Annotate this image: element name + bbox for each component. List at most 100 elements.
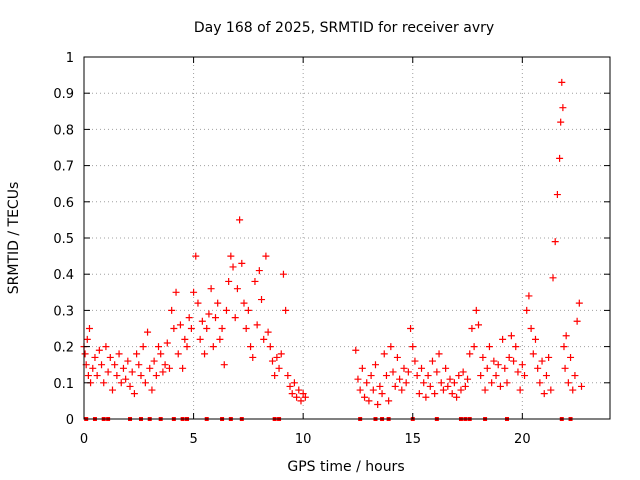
data-point <box>561 364 569 372</box>
data-point <box>293 393 301 401</box>
data-point <box>185 314 193 322</box>
data-point <box>551 238 559 246</box>
data-point <box>130 390 138 398</box>
y-tick-label: 0.5 <box>53 232 74 247</box>
data-point <box>472 306 480 314</box>
data-point <box>262 252 270 260</box>
data-point <box>494 361 502 369</box>
data-point <box>542 372 550 380</box>
x-tick-label: 0 <box>80 432 88 447</box>
data-point <box>295 386 303 394</box>
y-tick-label: 0 <box>66 413 74 428</box>
data-point <box>435 350 443 358</box>
data-point <box>424 372 432 380</box>
data-point <box>165 364 173 372</box>
data-point <box>146 364 154 372</box>
data-point <box>411 357 419 365</box>
data-point <box>490 357 498 365</box>
data-point <box>183 343 191 351</box>
data-point <box>529 350 537 358</box>
data-point <box>220 361 228 369</box>
data-point <box>547 386 555 394</box>
data-point <box>398 386 406 394</box>
data-point <box>385 397 393 405</box>
data-point <box>446 375 454 383</box>
data-point <box>98 361 106 369</box>
data-point <box>404 368 412 376</box>
data-point <box>192 252 200 260</box>
data-point <box>525 292 533 300</box>
data-point <box>564 379 572 387</box>
data-point <box>470 343 478 351</box>
data-point <box>150 357 158 365</box>
data-point <box>233 285 241 293</box>
data-point <box>266 343 274 351</box>
x-tick-labels: 0 5 10 15 20 <box>80 432 531 447</box>
data-point <box>433 368 441 376</box>
data-point <box>214 299 222 307</box>
data-point <box>275 364 283 372</box>
data-point <box>159 368 167 376</box>
data-point <box>255 267 263 275</box>
data-point <box>418 364 426 372</box>
x-tick-label: 10 <box>295 432 312 447</box>
data-point <box>218 325 226 332</box>
data-point <box>102 343 110 351</box>
data-point <box>485 343 493 351</box>
x-tick-label: 15 <box>404 432 421 447</box>
data-point <box>264 328 272 336</box>
data-point <box>104 368 112 376</box>
data-point <box>540 390 548 398</box>
data-point <box>387 343 395 351</box>
data-point <box>464 375 472 383</box>
data-point <box>231 314 239 322</box>
data-point <box>448 390 456 398</box>
y-tick-label: 1 <box>66 51 74 66</box>
data-point <box>212 314 219 322</box>
data-point <box>402 379 410 387</box>
data-point <box>83 335 91 343</box>
y-tick-label: 0.2 <box>53 341 74 356</box>
data-point <box>374 401 382 409</box>
data-point <box>240 299 248 307</box>
data-point <box>523 306 531 314</box>
y-tick-label: 0.1 <box>53 377 74 392</box>
data-point <box>413 372 421 380</box>
data-point <box>488 379 496 387</box>
data-point <box>367 372 375 380</box>
y-tick-label: 0.3 <box>53 304 74 319</box>
data-point <box>503 379 511 387</box>
x-tick-label: 20 <box>514 432 531 447</box>
data-point <box>152 372 160 380</box>
data-point <box>286 382 294 390</box>
data-point <box>227 252 235 260</box>
data-point <box>181 335 189 343</box>
data-point <box>299 390 307 398</box>
data-point <box>271 372 279 380</box>
data-point <box>538 357 546 365</box>
data-point <box>190 288 198 296</box>
data-point <box>514 368 522 376</box>
data-point <box>481 386 489 394</box>
y-tick-label: 0.4 <box>53 268 74 283</box>
data-point <box>187 325 195 332</box>
data-point <box>352 346 360 354</box>
data-point <box>222 306 230 314</box>
y-tick-label: 0.6 <box>53 196 74 211</box>
data-point <box>119 364 127 372</box>
data-point <box>444 382 452 390</box>
data-point <box>242 325 250 332</box>
data-point <box>117 379 125 387</box>
data-point <box>536 379 544 387</box>
chart-title: Day 168 of 2025, SRMTID for receiver avr… <box>194 20 494 36</box>
data-point <box>111 361 119 369</box>
x-axis-label: GPS time / hours <box>287 459 404 475</box>
data-point <box>282 306 290 314</box>
data-point <box>297 397 305 405</box>
data-point <box>176 321 184 329</box>
data-point <box>207 285 215 293</box>
data-point <box>144 328 152 336</box>
x-tick-label: 5 <box>189 432 197 447</box>
data-point <box>428 357 436 365</box>
